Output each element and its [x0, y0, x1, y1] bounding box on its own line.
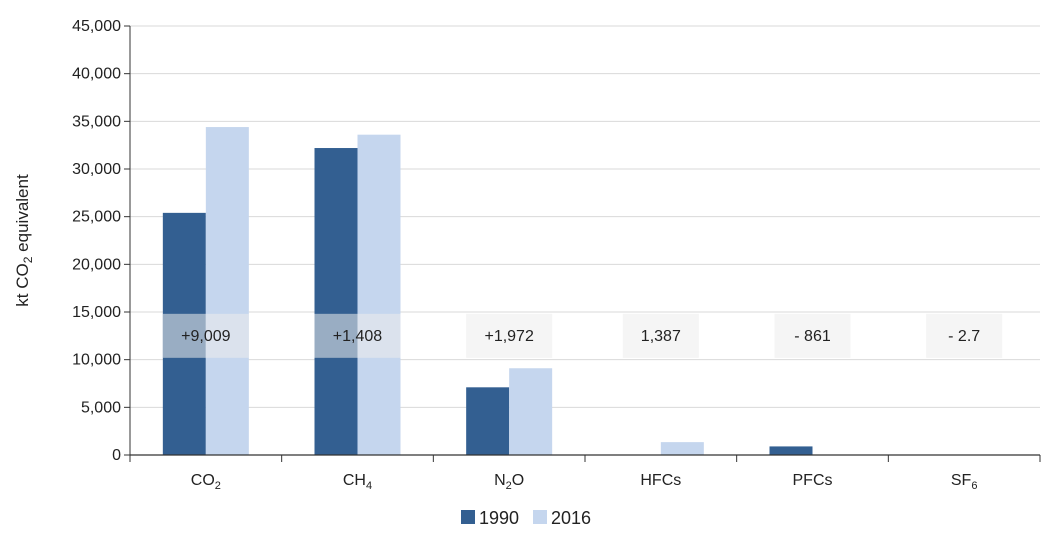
y-tick-label: 45,000 — [72, 18, 121, 35]
x-tick-label: SF6 — [951, 472, 978, 492]
bars — [162, 127, 1008, 455]
legend-swatch-1990 — [461, 510, 475, 524]
bar-2016-CO2 — [205, 127, 249, 455]
annotation-box — [622, 313, 699, 358]
legend-label-2016: 2016 — [551, 508, 591, 528]
change-annotation: +1,972 — [484, 328, 533, 345]
change-annotation: +1,408 — [333, 328, 382, 345]
annotation-box — [774, 313, 851, 358]
bar-1990-CH4 — [314, 148, 358, 455]
y-tick-label: 20,000 — [72, 256, 121, 273]
bar-1990-N2O — [466, 387, 510, 455]
change-annotation: - 2.7 — [948, 328, 980, 345]
y-tick-label: 30,000 — [72, 161, 121, 178]
annotation-box — [162, 313, 249, 358]
x-tick-label: PFCs — [793, 472, 833, 489]
y-tick-label: 15,000 — [72, 304, 121, 321]
y-tick-label: 25,000 — [72, 209, 121, 226]
bar-2016-HFCs — [660, 442, 704, 455]
x-tick-label: CO2 — [191, 472, 221, 492]
y-axis-label-group: kt CO2 equivalent — [13, 174, 35, 307]
bar-2016-N2O — [509, 368, 553, 455]
annotation-box — [314, 313, 401, 358]
change-annotation: +9,009 — [181, 328, 230, 345]
y-tick-label: 40,000 — [72, 66, 121, 83]
bar-1990-PFCs — [769, 446, 813, 455]
legend: 1990 2016 — [461, 508, 591, 528]
y-tick-label: 5,000 — [81, 399, 121, 416]
x-tick-label: CH4 — [343, 472, 372, 492]
change-annotations: +9,009 +1,408 +1,972 1,387 - 861 - 2.7 — [162, 313, 1003, 358]
bar-2016-CH4 — [357, 134, 401, 455]
y-tick-label: 35,000 — [72, 113, 121, 130]
legend-label-1990: 1990 — [479, 508, 519, 528]
annotation-box — [926, 313, 1003, 358]
x-tick-label: HFCs — [640, 472, 681, 489]
axes: 0 5,000 10,000 15,000 20,000 25,000 30,000 35,0… — [72, 18, 1041, 492]
y-tick-label: 0 — [112, 447, 121, 464]
x-tick-label: N2O — [494, 472, 524, 492]
gridlines — [130, 25, 1040, 408]
y-tick-label: 10,000 — [72, 352, 121, 369]
legend-swatch-2016 — [533, 510, 547, 524]
change-annotation: 1,387 — [641, 328, 681, 345]
annotation-box — [466, 313, 553, 358]
change-annotation: - 861 — [794, 328, 831, 345]
y-axis-label: kt CO2 equivalent — [13, 174, 35, 307]
